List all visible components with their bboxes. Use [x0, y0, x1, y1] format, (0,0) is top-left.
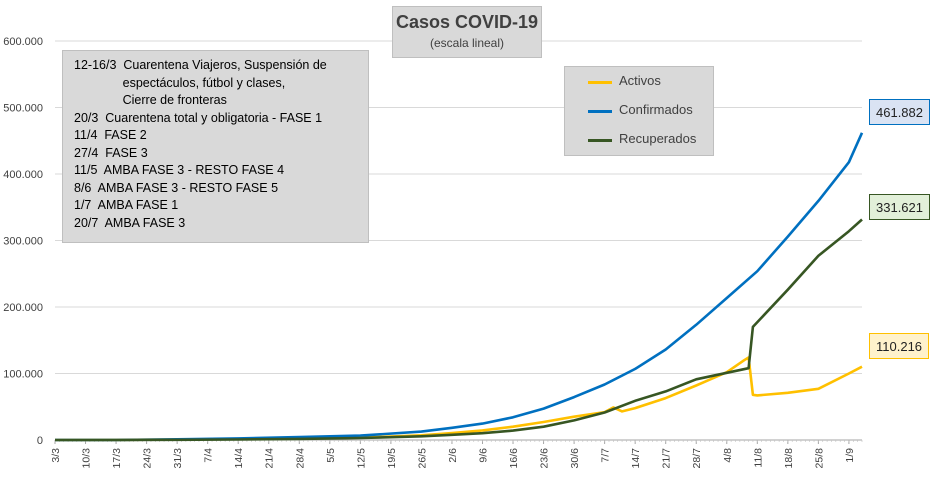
legend: Activos Confirmados Recuperados [564, 66, 714, 156]
annotation-item: 8/6 AMBA FASE 3 - RESTO FASE 5 [74, 180, 279, 195]
x-tick-label: 14/7 [630, 448, 642, 469]
x-tick-label: 19/5 [386, 448, 398, 469]
x-tick-label: 23/6 [539, 448, 551, 469]
legend-swatch-recuperados [588, 139, 612, 142]
y-tick-label: 200.000 [3, 302, 43, 314]
annotation-item: 11/5 AMBA FASE 3 - RESTO FASE 4 [74, 163, 285, 177]
y-tick-label: 500.000 [3, 103, 43, 115]
x-tick-label: 30/6 [569, 448, 581, 469]
annotation-item: 27/4 FASE 3 [74, 145, 148, 160]
legend-label-confirmados: Confirmados [619, 102, 693, 117]
x-tick-label: 17/3 [111, 448, 123, 469]
x-tick-label: 3/3 [50, 448, 62, 463]
x-tick-label: 31/3 [172, 448, 184, 469]
y-tick-label: 400.000 [3, 169, 43, 181]
x-tick-label: 4/8 [722, 448, 734, 463]
series-line-confirmados [55, 132, 864, 442]
x-tick-label: 26/5 [416, 448, 428, 469]
annotation-item: 20/3 Cuarentena total y obligatoria - FA… [74, 110, 323, 125]
x-tick-label: 10/3 [81, 448, 93, 469]
chart-title: Casos COVID-19 [395, 12, 539, 32]
end-label-confirmados: 461.882 [869, 99, 930, 125]
x-tick-label: 7/7 [600, 448, 612, 463]
x-tick-label: 25/8 [813, 448, 825, 469]
annotation-item: 20/7 AMBA FASE 3 [74, 215, 186, 230]
x-tick-label: 14/4 [233, 448, 245, 469]
x-tick-label: 2/6 [447, 448, 459, 463]
x-tick-label: 11/8 [752, 448, 764, 468]
chart-title-box: Casos COVID-19 (escala lineal) [392, 6, 542, 58]
x-tick-label: 16/6 [508, 448, 520, 469]
y-tick-label: 100.000 [3, 369, 43, 381]
legend-item-recuperados: Recuperados [565, 130, 713, 150]
x-tick-label: 7/4 [203, 448, 215, 463]
x-tick-label: 12/5 [355, 448, 367, 469]
end-label-recuperados: 331.621 [869, 194, 930, 220]
x-tick-label: 28/4 [294, 448, 306, 469]
annotation-item: 12-16/3 Cuarentena Viajeros, Suspensión … [74, 58, 327, 107]
end-label-activos: 110.216 [869, 333, 930, 359]
x-tick-label: 24/3 [142, 448, 154, 469]
legend-label-activos: Activos [619, 73, 661, 88]
x-tick-label: 9/6 [477, 448, 489, 463]
y-tick-label: 600.000 [3, 36, 43, 48]
legend-item-activos: Activos [565, 72, 713, 92]
x-tick-label: 18/8 [783, 448, 795, 469]
series-line-recuperados [55, 218, 863, 442]
legend-label-recuperados: Recuperados [619, 131, 697, 146]
x-tick-label: 21/4 [264, 448, 276, 469]
x-tick-label: 1/9 [844, 448, 856, 463]
y-tick-label: 300.000 [3, 236, 43, 248]
x-tick-label: 28/7 [691, 448, 703, 469]
y-tick-label: 0 [37, 435, 43, 447]
annotation-item: 11/4 FASE 2 [74, 128, 147, 142]
legend-swatch-activos [588, 81, 612, 84]
legend-item-confirmados: Confirmados [565, 101, 713, 121]
x-tick-label: 21/7 [661, 448, 673, 469]
chart-subtitle: (escala lineal) [429, 36, 505, 50]
x-tick-label: 5/5 [325, 448, 337, 463]
annotation-item: 1/7 AMBA FASE 1 [74, 198, 179, 212]
annotations-box: 12-16/3 Cuarentena Viajeros, Suspensión … [62, 50, 369, 243]
legend-swatch-confirmados [588, 110, 612, 113]
